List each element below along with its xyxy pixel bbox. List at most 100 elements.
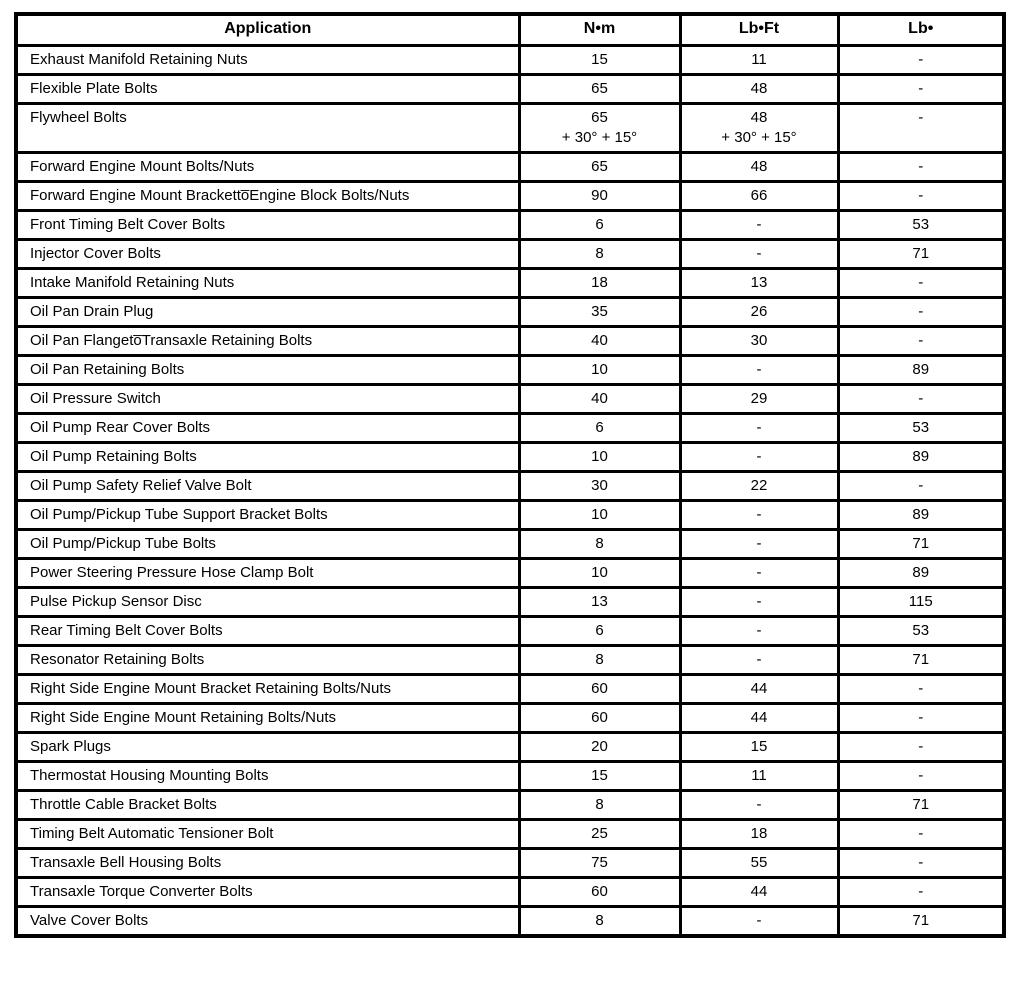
cell-line: 60	[591, 680, 608, 697]
lbft-cell: -	[678, 238, 840, 270]
cell-line: Injector Cover Bolts	[30, 245, 161, 262]
application-cell: Throttle Cable Bracket Bolts	[14, 789, 521, 821]
application-cell: Oil Pan Retaining Bolts	[14, 354, 521, 386]
cell-line: 22	[750, 477, 768, 494]
cell-line: Exhaust Manifold Retaining Nuts	[30, 51, 248, 68]
lbft-cell: -	[678, 441, 840, 473]
cell-line: -	[756, 796, 762, 813]
header-row: Application N•m Lb•Ft Lb•	[14, 12, 1006, 47]
cell-line: 65	[591, 158, 608, 175]
cell-line: -	[918, 80, 924, 97]
lbin-cell: 71	[836, 789, 1006, 821]
lbin-cell: -	[836, 673, 1006, 705]
cell-line: Front Timing Belt Cover Bolts	[30, 216, 226, 233]
table-header: Application N•m Lb•Ft Lb•	[14, 12, 1006, 47]
cell-line: 10	[591, 361, 608, 378]
application-cell: Rear Timing Belt Cover Bolts	[14, 615, 521, 647]
lbin-cell: 89	[836, 441, 1006, 473]
lbin-cell: -	[836, 876, 1006, 908]
cell-line: 30	[750, 332, 768, 349]
cell-line: 89	[912, 506, 930, 523]
cell-line: 115	[908, 593, 933, 610]
lbft-cell: -	[678, 528, 840, 560]
lbft-cell: -	[678, 499, 840, 531]
lbin-cell: -	[836, 847, 1006, 879]
cell-line: Oil Pump Safety Relief Valve Bolt	[30, 477, 252, 494]
application-cell: Transaxle Torque Converter Bolts	[14, 876, 521, 908]
nm-cell: 60	[517, 673, 682, 705]
application-cell: Oil Pump Rear Cover Bolts	[14, 412, 521, 444]
lbft-cell: -	[678, 905, 840, 938]
application-cell: Spark Plugs	[14, 731, 521, 763]
cell-line: Forward Engine Mount Bracketto̅Engine Bl…	[30, 187, 410, 204]
lbft-cell: -	[678, 209, 840, 241]
cell-line: -	[918, 709, 924, 726]
application-cell: Oil Pump/Pickup Tube Support Bracket Bol…	[14, 499, 521, 531]
nm-cell: 15	[517, 760, 682, 792]
cell-line: -	[756, 912, 762, 929]
cell-line: -	[756, 245, 762, 262]
table-body: Exhaust Manifold Retaining Nuts 15 11- Flex…	[14, 44, 1006, 938]
cell-line: 71	[912, 535, 930, 552]
cell-line: 6	[595, 216, 604, 233]
nm-cell: 65 + 30° + 15°	[517, 102, 682, 154]
cell-line: 48	[750, 158, 768, 175]
lbin-cell: -	[836, 296, 1006, 328]
cell-line: 65	[591, 80, 608, 97]
lbft-cell: 13	[678, 267, 840, 299]
cell-line: Valve Cover Bolts	[30, 912, 149, 929]
cell-line: Oil Pan Drain Plug	[30, 303, 154, 320]
table-row: Spark Plugs 20 15 -	[14, 731, 1006, 763]
cell-line: -	[918, 854, 924, 871]
lbin-cell: -	[836, 267, 1006, 299]
application-cell: Front Timing Belt Cover Bolts	[14, 209, 521, 241]
cell-line: Timing Belt Automatic Tensioner Bolt	[30, 825, 274, 842]
cell-line: 26	[750, 303, 768, 320]
nm-cell: 10	[517, 499, 682, 531]
lbin-cell: -	[836, 702, 1006, 734]
table-row: Pulse Pickup Sensor Disc 13 - 115	[14, 586, 1006, 618]
cell-line: Transaxle Torque Converter Bolts	[30, 883, 253, 900]
lbin-cell: 71	[836, 905, 1006, 938]
cell-line: Oil Pan Retaining Bolts	[30, 361, 185, 378]
cell-line: 8	[595, 651, 604, 668]
cell-line: -	[756, 622, 762, 639]
cell-line: -	[756, 506, 762, 523]
cell-line: Oil Pan Flangeto̅Transaxle Retaining Bol…	[30, 332, 313, 349]
cell-line: 90	[591, 187, 608, 204]
lbft-cell: 30	[678, 325, 840, 357]
table-row: Oil Pump Rear Cover Bolts 6 - 53	[14, 412, 1006, 444]
cell-line: -	[756, 535, 762, 552]
cell-line: Throttle Cable Bracket Bolts	[30, 796, 217, 813]
nm-cell: 6	[517, 412, 682, 444]
cell-line: 29	[750, 390, 768, 407]
cell-line: 89	[912, 564, 930, 581]
cell-line: Transaxle Bell Housing Bolts	[30, 854, 222, 871]
cell-line: Oil Pump Retaining Bolts	[30, 448, 197, 465]
cell-line: -	[756, 419, 762, 436]
cell-line: 71	[912, 651, 930, 668]
application-cell: Oil Pan Drain Plug	[14, 296, 521, 328]
cell-line: 20	[591, 738, 608, 755]
cell-line: 18	[750, 825, 768, 842]
table-row: Oil Pan Drain Plug 35 26 -	[14, 296, 1006, 328]
cell-line: 40	[591, 390, 608, 407]
table-row: Power Steering Pressure Hose Clamp Bolt 1…	[14, 557, 1006, 589]
application-cell: Injector Cover Bolts	[14, 238, 521, 270]
cell-line: 10	[591, 448, 608, 465]
lbin-cell: -	[836, 818, 1006, 850]
cell-line: 6	[595, 622, 604, 639]
cell-line: -	[918, 680, 924, 697]
cell-line: 11	[751, 51, 767, 68]
cell-line: -	[918, 332, 924, 349]
cell-line: 13	[591, 593, 608, 610]
table-row: Front Timing Belt Cover Bolts 6 - 53	[14, 209, 1006, 241]
lbin-cell: 71	[836, 644, 1006, 676]
cell-line: -	[756, 448, 762, 465]
cell-line: 15	[750, 738, 768, 755]
nm-cell: 8	[517, 644, 682, 676]
lbft-cell: 48 + 30° + 15°	[678, 102, 840, 154]
cell-line: 65	[591, 109, 608, 126]
nm-cell: 15	[517, 44, 682, 76]
